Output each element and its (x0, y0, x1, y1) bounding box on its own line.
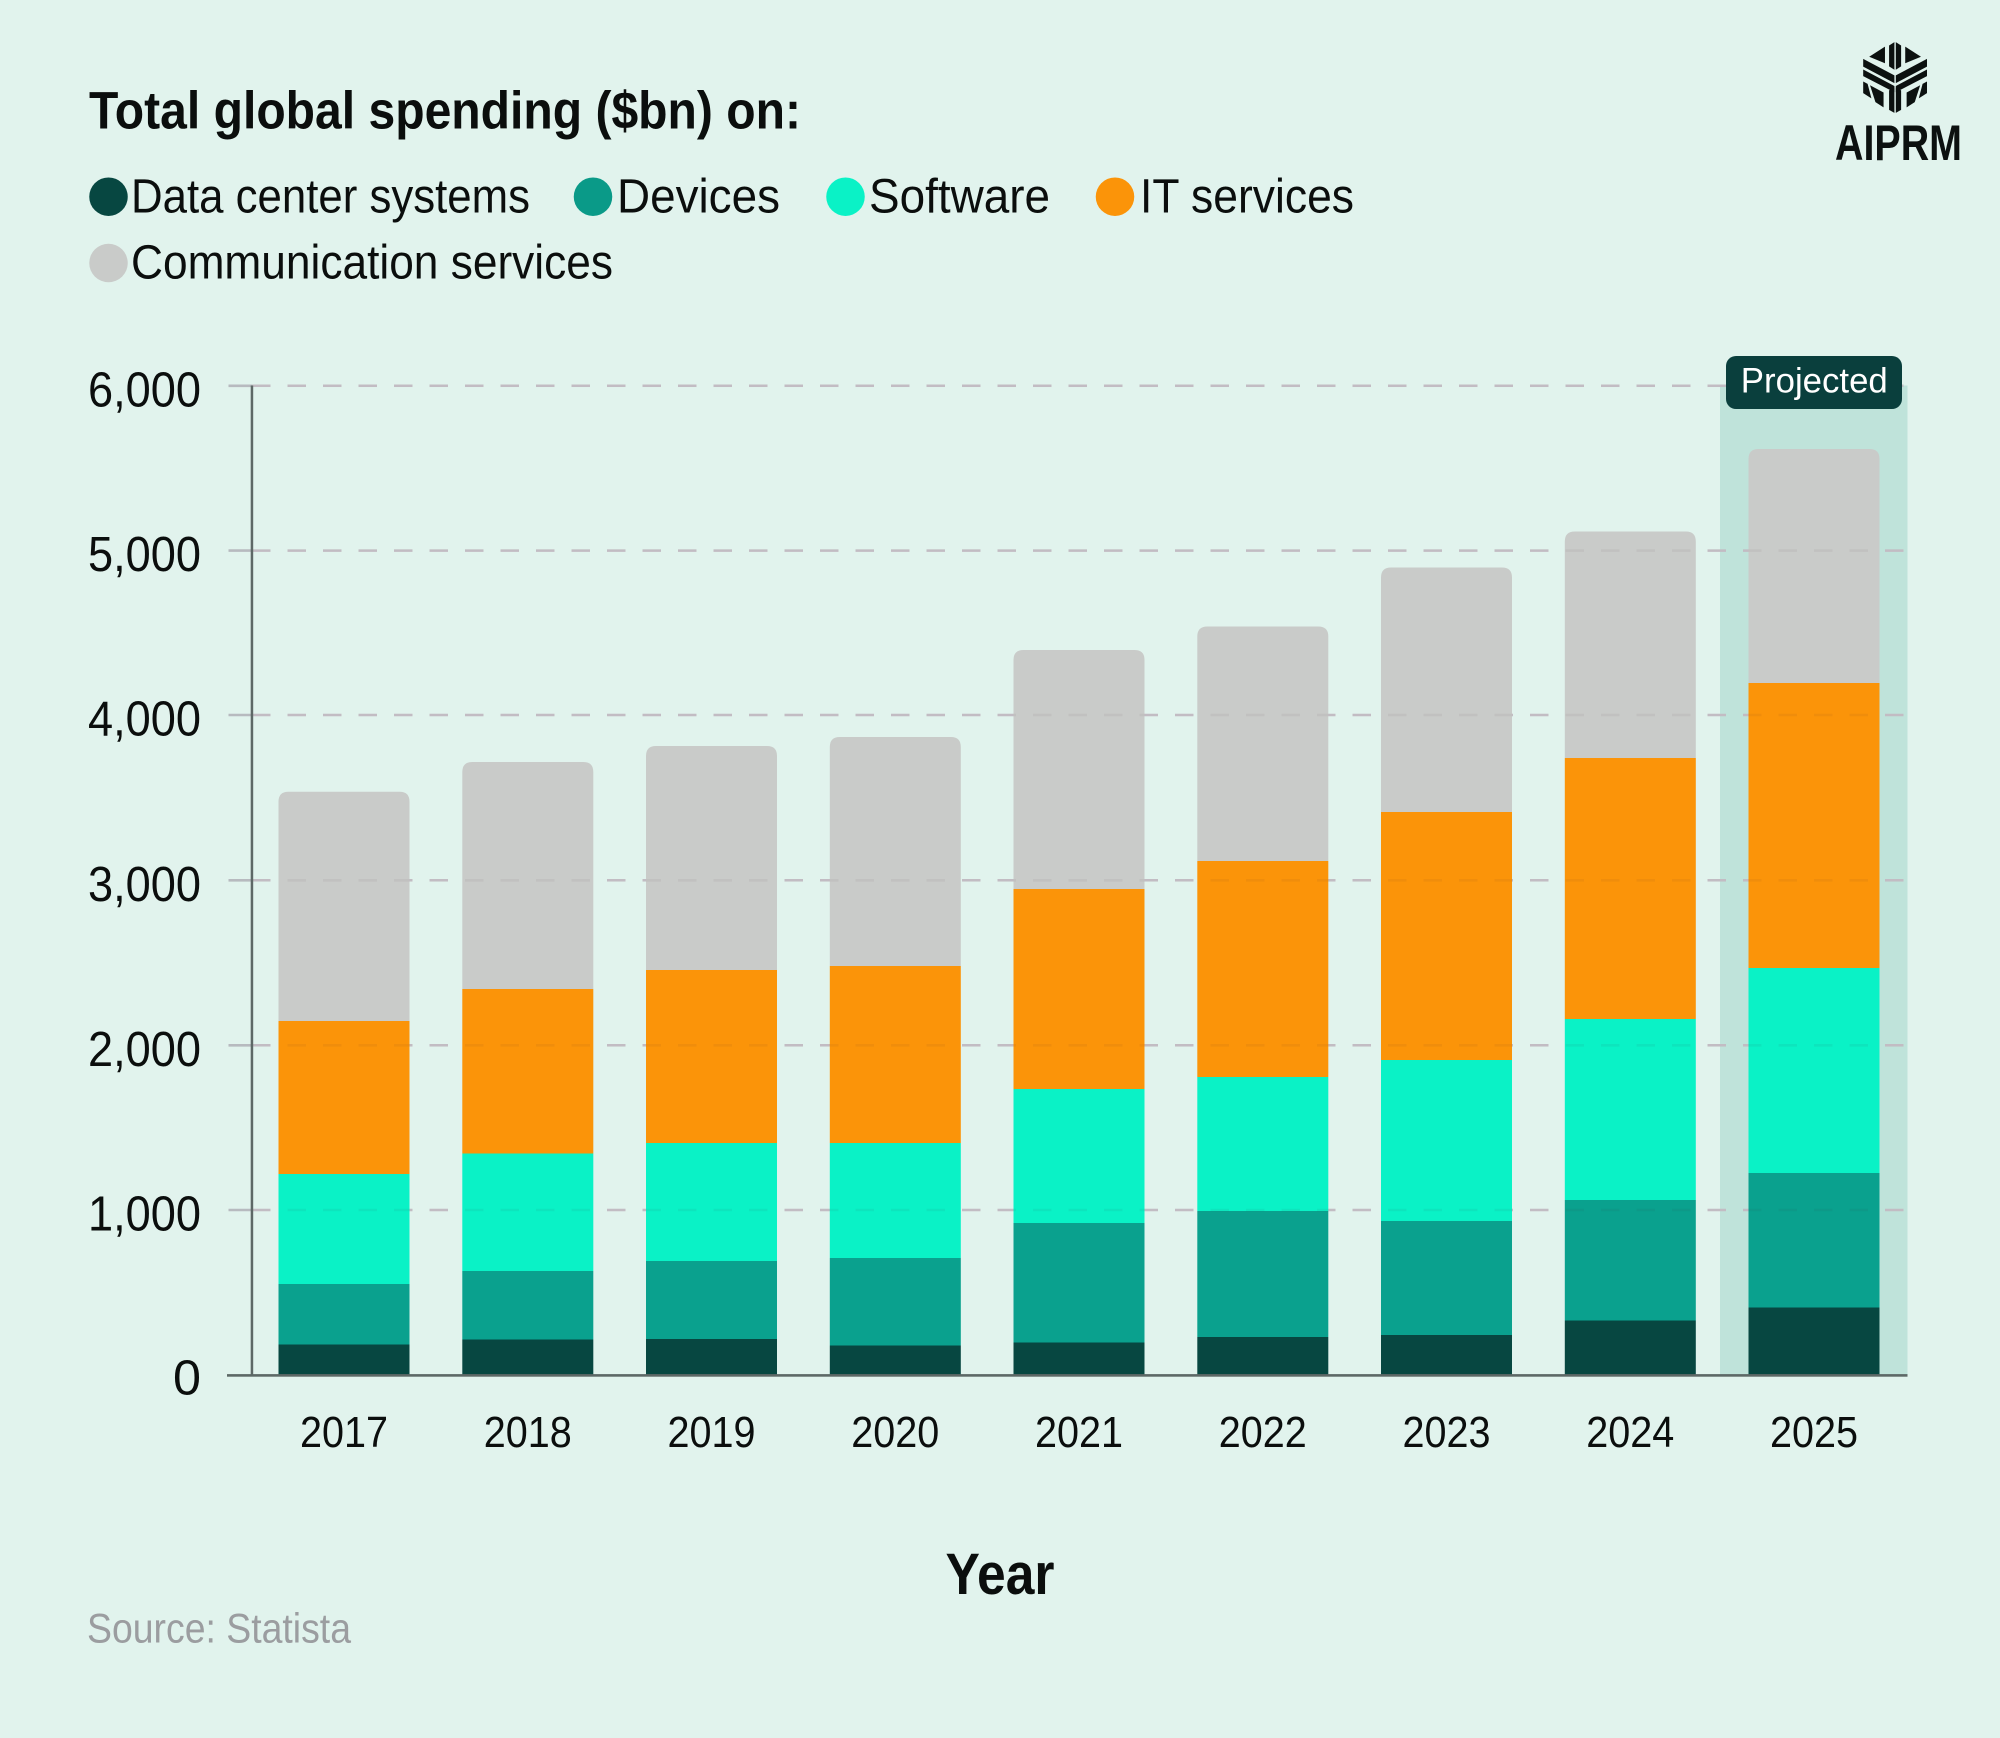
svg-text:2020: 2020 (851, 1408, 939, 1457)
svg-text:2,000: 2,000 (88, 1023, 201, 1077)
svg-text:2024: 2024 (1586, 1408, 1674, 1457)
svg-text:2025: 2025 (1770, 1408, 1858, 1457)
svg-text:2019: 2019 (668, 1408, 756, 1457)
svg-text:2018: 2018 (484, 1408, 572, 1457)
svg-text:2022: 2022 (1219, 1408, 1307, 1457)
svg-text:1,000: 1,000 (88, 1188, 201, 1242)
svg-text:Communication services: Communication services (131, 237, 613, 290)
svg-text:Year: Year (946, 1542, 1055, 1607)
svg-text:2023: 2023 (1403, 1408, 1491, 1457)
svg-text:Software: Software (869, 171, 1050, 224)
svg-text:IT services: IT services (1140, 171, 1354, 224)
svg-text:6,000: 6,000 (88, 363, 201, 417)
svg-text:2021: 2021 (1035, 1408, 1123, 1457)
svg-text:AIPRM: AIPRM (1835, 114, 1962, 171)
svg-text:Devices: Devices (617, 171, 780, 224)
svg-text:3,000: 3,000 (88, 858, 201, 912)
svg-text:Projected: Projected (1741, 361, 1888, 400)
svg-text:Source: Statista: Source: Statista (87, 1605, 352, 1652)
svg-text:4,000: 4,000 (88, 693, 201, 747)
svg-text:5,000: 5,000 (88, 528, 201, 582)
svg-text:0: 0 (173, 1351, 201, 1405)
svg-text:2017: 2017 (300, 1408, 388, 1457)
svg-text:Data center systems: Data center systems (131, 171, 530, 224)
svg-text:Total global spending ($bn) on: Total global spending ($bn) on: (89, 82, 801, 141)
